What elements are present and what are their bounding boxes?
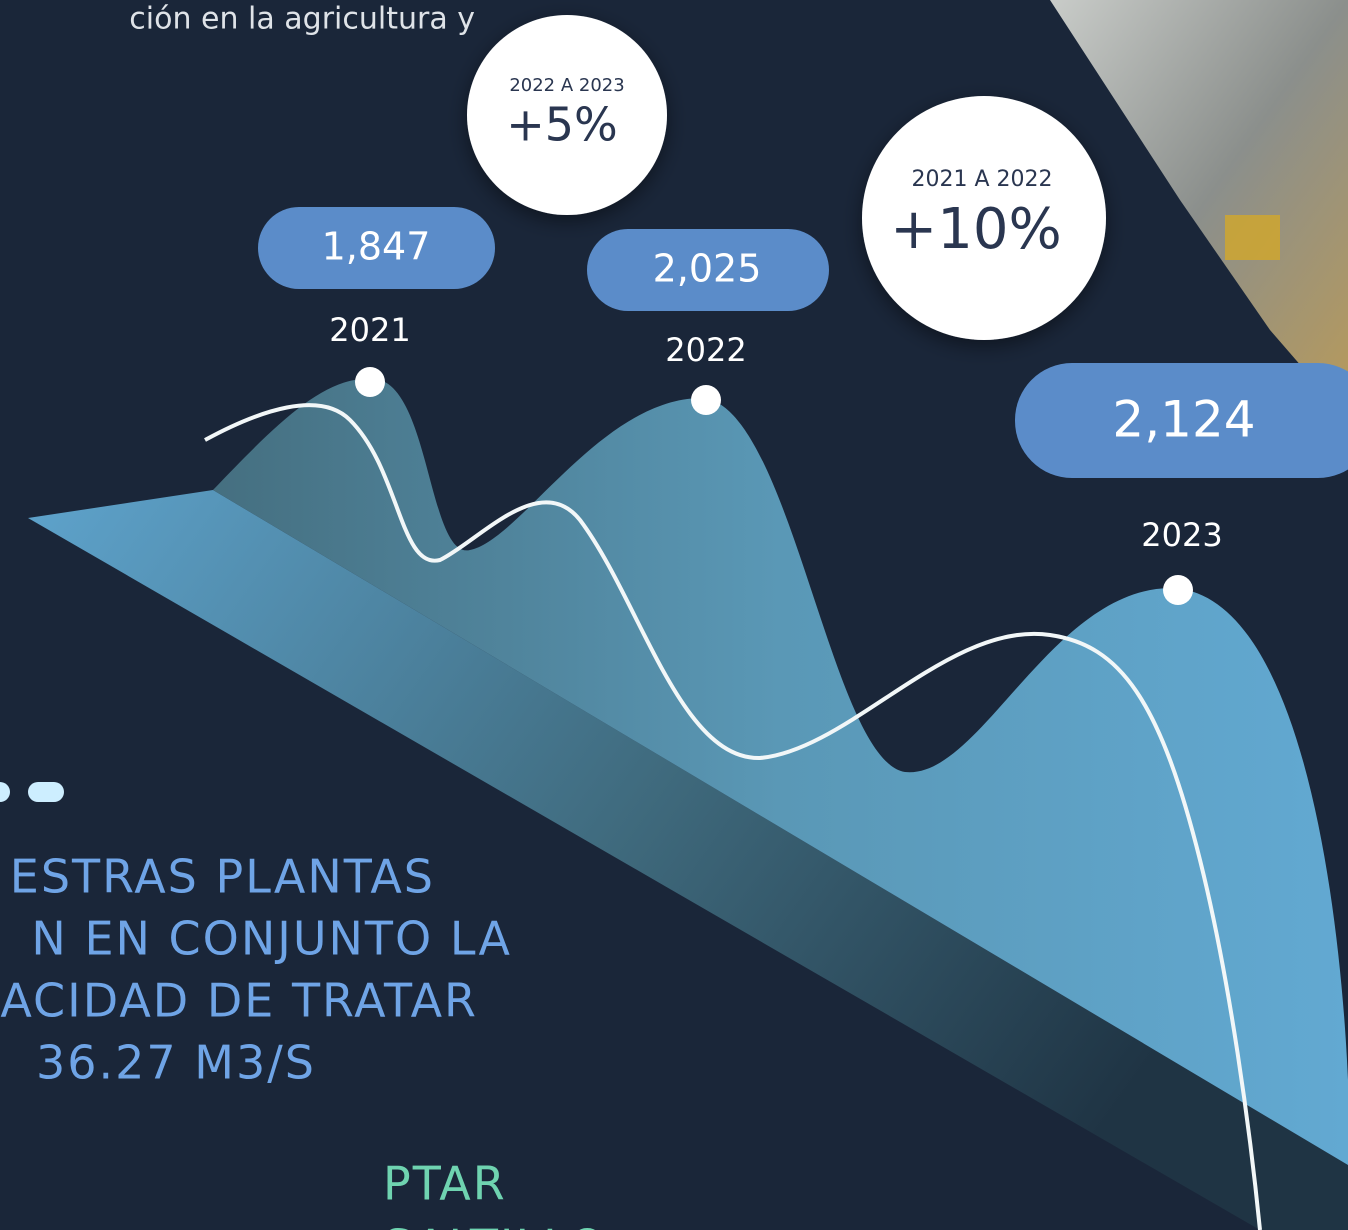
year-label: 2023: [1141, 516, 1222, 554]
peak-dot: [1163, 575, 1193, 605]
ribbon: [28, 490, 1348, 1230]
intro-text: ción en la agricultura y: [129, 2, 475, 37]
growth-period: 2021 A 2022: [911, 167, 1052, 192]
heading-line: 36.27 M3/S: [36, 1036, 316, 1090]
growth-change: +5%: [506, 98, 618, 152]
pager-dot: [28, 782, 64, 802]
growth-period: 2022 A 2023: [509, 75, 624, 96]
value-pill: [587, 229, 829, 311]
peak-dot: [355, 367, 385, 397]
value-pill: [258, 207, 495, 289]
photo: [1050, 0, 1348, 420]
heading-line: N EN CONJUNTO LA: [31, 912, 512, 966]
plant-name: PTAR: [383, 1157, 507, 1211]
value-pill: [1015, 363, 1348, 478]
year-label: 2022: [665, 331, 746, 369]
trend-line: [204, 403, 1262, 1230]
photo-detail: [1225, 215, 1280, 260]
year-label: 2021: [329, 311, 410, 349]
value-text: 2,124: [1112, 391, 1255, 449]
growth-bubble: [467, 15, 667, 215]
heading-line: ACIDAD DE TRATAR: [0, 974, 478, 1028]
value-text: 2,025: [653, 247, 762, 291]
plant-name: SALTILLO: [383, 1220, 607, 1230]
value-text: 1,847: [322, 225, 431, 269]
heading-line: ESTRAS PLANTAS: [10, 850, 435, 904]
wave-area: [213, 378, 1348, 1165]
pager-dot: [0, 782, 10, 802]
peak-dot: [691, 385, 721, 415]
growth-bubble: [862, 96, 1106, 340]
growth-change: +10%: [890, 197, 1061, 262]
